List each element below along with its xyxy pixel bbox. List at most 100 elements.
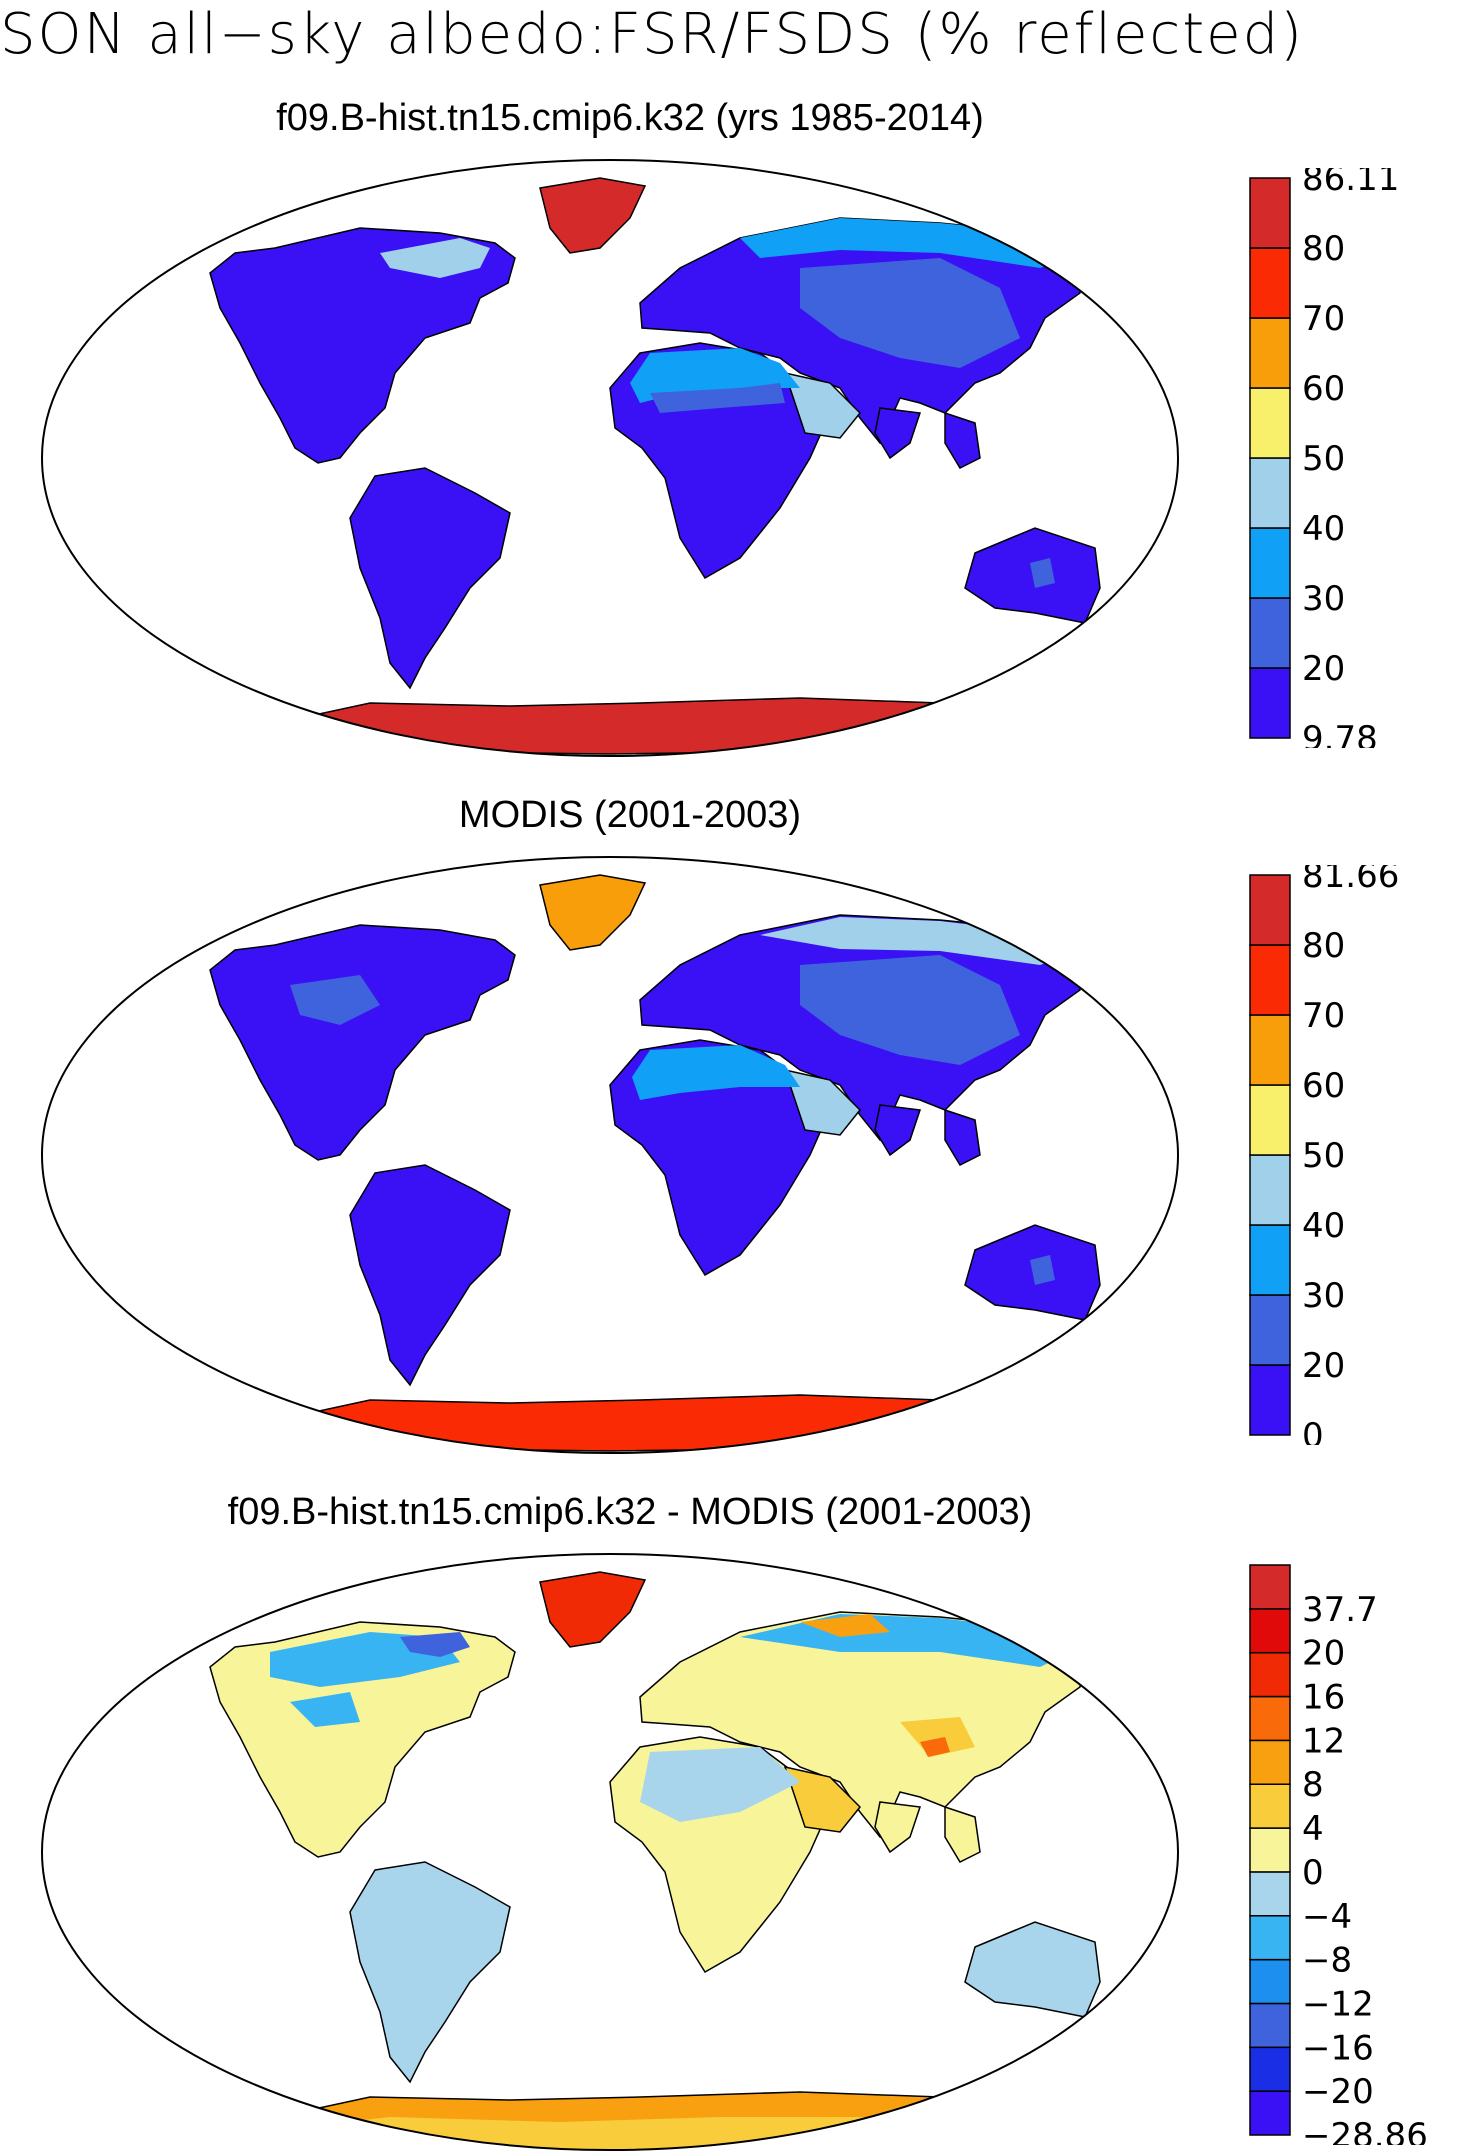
colorbar-tick-label: 50	[1302, 1136, 1345, 1176]
field-patch	[995, 1952, 1070, 1997]
colorbar-swatch	[1249, 597, 1291, 669]
colorbar-tick-label: 4	[1302, 1809, 1324, 1849]
colorbar-tick-label: 60	[1302, 1066, 1345, 1106]
colorbar-tick-label: −4	[1302, 1897, 1352, 1937]
field-patch	[400, 1632, 470, 1657]
colorbar-swatch	[1249, 667, 1291, 739]
landmass-nam	[209, 924, 516, 1161]
colorbar-tick-label: −20	[1302, 2072, 1374, 2112]
colorbar-tick-label: 30	[1302, 579, 1345, 619]
colorbar-swatch	[1249, 387, 1291, 459]
field-patch	[800, 258, 1020, 368]
colorbar-swatch	[1249, 1084, 1291, 1156]
colorbar-swatch	[1249, 944, 1291, 1016]
field-patch	[800, 955, 1020, 1065]
landmass-greenland	[539, 177, 647, 254]
colorbar-swatch	[1249, 527, 1291, 599]
colorbar-swatch	[1249, 1915, 1291, 1961]
landmass-seasia	[944, 1108, 981, 1166]
panel-title-diff: f09.B-hist.tn15.cmip6.k32 - MODIS (2001-…	[227, 1491, 1033, 1533]
colorbar-tick-label: 20	[1302, 1346, 1345, 1386]
colorbar-swatch	[1249, 1958, 1291, 2005]
landmass-india	[874, 407, 922, 460]
landmass-arabia	[783, 371, 862, 439]
colorbar-tick-label: −12	[1302, 1984, 1374, 2024]
colorbar-tick-label: 0	[1302, 1416, 1324, 1445]
landmass-sam	[349, 1861, 511, 2084]
colorbar-tick-label: 81.66	[1302, 865, 1399, 896]
main-title: SON all−sky albedo:FSR/FSDS (% reflected…	[0, 2, 1304, 67]
landmass-seasia	[944, 411, 981, 469]
landmass-greenland	[539, 874, 647, 951]
colorbar-tick-label: 70	[1302, 299, 1345, 339]
colorbar-tick-label: 86.11	[1302, 168, 1399, 199]
panel-title-obs: MODIS (2001-2003)	[458, 794, 802, 836]
colorbar-swatch	[1249, 2090, 1291, 2136]
colorbar-tick-label: 16	[1302, 1678, 1345, 1718]
field-patch	[290, 1692, 360, 1727]
colorbar-model: 9.78 20 30 40 50 60 70 80 86.11	[1249, 168, 1399, 748]
colorbar-tick-label: 8	[1302, 1765, 1324, 1805]
colorbar-tick-label: 50	[1302, 439, 1345, 479]
field-patch	[640, 1747, 800, 1822]
field-patch	[1030, 1255, 1055, 1285]
colorbar-tick-label: 12	[1302, 1721, 1345, 1761]
colorbar-tick-label: 40	[1302, 1206, 1345, 1246]
colorbar-tick-label: 37.7	[1302, 1590, 1378, 1630]
colorbar-swatch	[1249, 1871, 1291, 1917]
colorbar-tick-label: 40	[1302, 509, 1345, 549]
field-patch	[800, 1614, 890, 1637]
field-patch	[630, 348, 800, 403]
colorbar-swatch	[1249, 874, 1291, 946]
colorbar-tick-label: −28.86	[1302, 2116, 1428, 2145]
landmass-arabia	[783, 1068, 862, 1136]
landmass-sam	[349, 1164, 511, 1387]
field-patch	[920, 1737, 950, 1757]
colorbar-tick-label: −16	[1302, 2028, 1374, 2068]
field-patch	[380, 238, 490, 278]
map-border	[41, 159, 1179, 757]
colorbar-swatch	[1249, 1827, 1291, 1873]
map-model	[40, 158, 1180, 758]
colorbar-swatch	[1249, 1608, 1291, 1654]
colorbar-obs: 0 20 30 40 50 60 70 80 81.66	[1249, 865, 1399, 1445]
landmass-sam	[349, 467, 511, 690]
colorbar-tick-label: 20	[1302, 1634, 1345, 1674]
colorbar-swatch	[1249, 1364, 1291, 1436]
colorbar-swatch	[1249, 1014, 1291, 1086]
colorbar-swatch	[1249, 457, 1291, 529]
colorbar-tick-label: 9.78	[1302, 719, 1378, 748]
field-patch	[1030, 558, 1055, 588]
colorbar-swatch	[1249, 1783, 1291, 1829]
colorbar-swatch	[1249, 2002, 1291, 2049]
map-diff	[40, 1552, 1180, 2152]
landmass-india	[874, 1801, 922, 1854]
colorbar-swatch	[1249, 1651, 1291, 1698]
colorbar-tick-label: 30	[1302, 1276, 1345, 1316]
colorbar-tick-label: 20	[1302, 649, 1345, 689]
colorbar-tick-label: −8	[1302, 1941, 1352, 1981]
landmass-india	[874, 1104, 922, 1157]
colorbar-swatch	[1249, 1154, 1291, 1226]
field-patch	[900, 1717, 975, 1757]
panel-title-model: f09.B-hist.tn15.cmip6.k32 (yrs 1985-2014…	[276, 97, 984, 139]
colorbar-swatch	[1249, 317, 1291, 389]
field-patch	[650, 383, 785, 413]
colorbar-tick-label: 60	[1302, 369, 1345, 409]
colorbar-swatch	[1249, 1695, 1291, 1742]
landmass-nam	[209, 227, 516, 464]
colorbar-swatch	[1249, 1294, 1291, 1366]
colorbar-tick-label: 80	[1302, 229, 1345, 269]
landmass-seasia	[944, 1805, 981, 1863]
colorbar-swatch	[1249, 2046, 1291, 2092]
landmass-greenland	[539, 1571, 647, 1648]
colorbar-swatch	[1249, 177, 1291, 249]
landmass-arabia	[783, 1765, 862, 1833]
colorbar-tick-label: 80	[1302, 926, 1345, 966]
colorbar-swatch	[1249, 1224, 1291, 1296]
field-patch	[632, 1045, 800, 1100]
colorbar-tick-label: 70	[1302, 996, 1345, 1036]
map-border	[41, 856, 1179, 1454]
colorbar-swatch	[1249, 247, 1291, 319]
